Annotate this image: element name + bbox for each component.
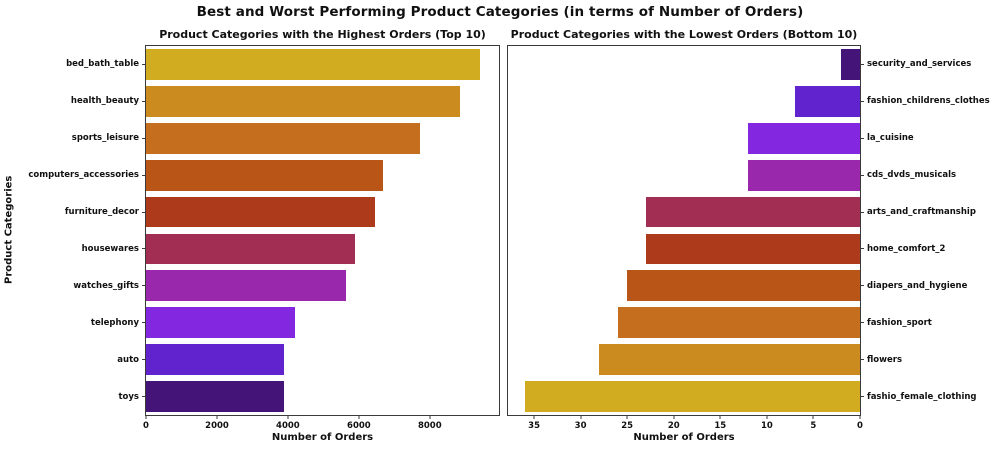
x-tick-mark bbox=[859, 415, 861, 419]
y-tick-mark bbox=[860, 248, 864, 250]
x-tick-mark bbox=[216, 415, 218, 419]
category-label-cds_dvds_musicals: cds_dvds_musicals bbox=[867, 170, 957, 181]
bar-telephony bbox=[146, 307, 295, 339]
y-tick-mark bbox=[142, 174, 146, 176]
x-tick-label: 0 bbox=[143, 421, 149, 431]
category-label-bed_bath_table: bed_bath_table bbox=[66, 59, 139, 70]
category-label-sports_leisure: sports_leisure bbox=[71, 133, 139, 144]
category-label-auto: auto bbox=[117, 354, 139, 365]
x-tick-mark bbox=[673, 415, 675, 419]
category-label-fashion_childrens_clothes: fashion_childrens_clothes bbox=[867, 96, 990, 107]
category-label-la_cuisine: la_cuisine bbox=[867, 133, 914, 144]
bar-fashio_female_clothing bbox=[524, 381, 860, 412]
x-tick-label: 4000 bbox=[276, 421, 300, 431]
x-tick-label: 25 bbox=[621, 421, 634, 431]
x-tick-label: 15 bbox=[714, 421, 727, 431]
bar-auto bbox=[146, 344, 285, 376]
bar-flowers bbox=[599, 344, 860, 376]
bar-arts_and_craftmanship bbox=[645, 196, 860, 228]
y-tick-mark bbox=[142, 396, 146, 397]
x-tick-label: 30 bbox=[574, 421, 587, 431]
bar-furniture_decor bbox=[146, 196, 375, 228]
category-label-telephony: telephony bbox=[90, 317, 139, 328]
x-tick-mark bbox=[358, 415, 360, 419]
y-tick-mark bbox=[860, 322, 864, 324]
bar-toys bbox=[146, 381, 284, 412]
top10-plot-area: Product Categories with the Highest Orde… bbox=[28, 28, 500, 443]
x-tick-label: 10 bbox=[760, 421, 773, 431]
bar-sports_leisure bbox=[146, 122, 420, 154]
y-tick-mark bbox=[860, 359, 864, 361]
category-label-housewares: housewares bbox=[81, 243, 139, 254]
bar-housewares bbox=[146, 233, 355, 265]
y-tick-mark bbox=[860, 174, 864, 176]
x-tick-mark bbox=[719, 415, 721, 419]
bar-fashion_childrens_clothes bbox=[794, 85, 860, 117]
bar-watches_gifts bbox=[146, 270, 346, 302]
x-tick-mark bbox=[533, 415, 535, 419]
category-label-flowers: flowers bbox=[867, 354, 903, 365]
y-tick-mark bbox=[860, 285, 864, 287]
x-tick-mark bbox=[626, 415, 628, 419]
y-tick-mark bbox=[142, 137, 146, 139]
category-label-security_and_services: security_and_services bbox=[867, 59, 972, 70]
bar-security_and_services bbox=[841, 49, 860, 80]
y-tick-mark bbox=[860, 100, 864, 102]
x-tick-mark bbox=[580, 415, 582, 419]
category-label-watches_gifts: watches_gifts bbox=[73, 280, 139, 291]
x-tick-label: 8000 bbox=[417, 421, 442, 431]
x-tick-label: 5 bbox=[810, 421, 817, 431]
bar-bed_bath_table bbox=[146, 49, 481, 80]
y-tick-mark bbox=[142, 248, 146, 250]
y-tick-mark bbox=[860, 63, 864, 65]
bar-la_cuisine bbox=[748, 122, 860, 154]
category-label-diapers_and_hygiene: diapers_and_hygiene bbox=[867, 280, 968, 291]
category-label-toys: toys bbox=[118, 391, 139, 402]
y-tick-mark bbox=[142, 100, 146, 102]
y-tick-mark bbox=[142, 322, 146, 324]
y-tick-mark bbox=[860, 211, 864, 213]
bar-home_comfort_2 bbox=[645, 233, 860, 265]
bar-fashion_sport bbox=[617, 307, 860, 339]
bar-health_beauty bbox=[146, 85, 460, 117]
x-tick-label: 20 bbox=[667, 421, 680, 431]
x-tick-label: 0 bbox=[857, 421, 863, 431]
category-label-fashio_female_clothing: fashio_female_clothing bbox=[867, 391, 977, 402]
bar-diapers_and_hygiene bbox=[627, 270, 860, 302]
x-tick-mark bbox=[766, 415, 768, 419]
y-tick-mark bbox=[860, 396, 864, 397]
top10-x-axis-label: Number of Orders bbox=[271, 432, 374, 443]
category-label-computers_accessories: computers_accessories bbox=[28, 170, 139, 181]
y-tick-mark bbox=[142, 285, 146, 287]
bottom10-chart-title: Product Categories with the Lowest Order… bbox=[510, 28, 858, 41]
bar-cds_dvds_musicals bbox=[748, 159, 860, 191]
x-tick-mark bbox=[812, 415, 814, 419]
bottom10-plot-area: Product Categories with the Lowest Order… bbox=[507, 28, 990, 443]
category-label-health_beauty: health_beauty bbox=[70, 96, 139, 107]
x-tick-mark bbox=[429, 415, 431, 419]
y-tick-mark bbox=[142, 359, 146, 361]
category-label-arts_and_craftmanship: arts_and_craftmanship bbox=[867, 207, 976, 217]
figure-title: Best and Worst Performing Product Catego… bbox=[196, 4, 804, 20]
category-label-fashion_sport: fashion_sport bbox=[867, 317, 932, 328]
x-tick-mark bbox=[145, 415, 147, 419]
y-tick-mark bbox=[142, 63, 146, 65]
category-label-furniture_decor: furniture_decor bbox=[64, 207, 139, 217]
x-tick-label: 6000 bbox=[347, 421, 371, 431]
bar-computers_accessories bbox=[146, 159, 384, 191]
top10-chart-title: Product Categories with the Highest Orde… bbox=[159, 28, 486, 41]
y-axis-label: Product Categories bbox=[3, 175, 15, 284]
category-label-home_comfort_2: home_comfort_2 bbox=[867, 243, 946, 254]
y-tick-mark bbox=[860, 137, 864, 139]
x-tick-label: 35 bbox=[528, 421, 541, 431]
x-tick-label: 2000 bbox=[205, 421, 229, 431]
bottom10-x-axis-label: Number of Orders bbox=[633, 432, 735, 443]
x-tick-mark bbox=[287, 415, 289, 419]
y-tick-mark bbox=[142, 211, 146, 213]
